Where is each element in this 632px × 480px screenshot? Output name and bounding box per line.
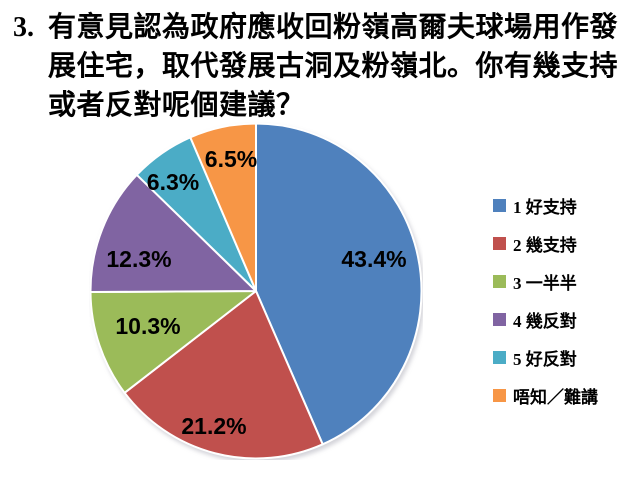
legend-swatch-icon (493, 350, 506, 364)
question-text: 有意見認為政府應收回粉嶺高爾夫球場用作發展住宅，取代發展古洞及粉嶺北。你有幾支持… (48, 12, 619, 121)
slice-label-1: 43.4% (341, 246, 406, 272)
legend-item-2: 2 幾支持 (493, 234, 598, 255)
question-number: 3. (13, 12, 34, 43)
slice-label-4: 12.3% (106, 246, 171, 272)
legend-label: 3 一半半 (513, 273, 577, 293)
legend-label: 5 好反對 (513, 349, 577, 369)
question-title: 3. 有意見認為政府應收回粉嶺高爾夫球場用作發展住宅，取代發展古洞及粉嶺北。你有… (13, 8, 619, 125)
pie-slice-3 (89, 290, 257, 394)
legend-swatch-icon (493, 236, 506, 250)
legend-swatch-icon (493, 274, 506, 288)
chart-legend: 1 好支持 2 幾支持 3 一半半 4 幾反對 5 好反對唔知／難講 (493, 196, 598, 424)
legend-label: 1 好支持 (513, 197, 577, 217)
slice-label-6: 6.5% (205, 146, 257, 172)
pie-slices (89, 122, 423, 460)
pie-chart: 43.4% 21.2% 10.3% 12.3% 6.3% 6.5% (89, 122, 423, 460)
legend-swatch-icon (493, 312, 506, 326)
pie-slice-6 (189, 122, 257, 292)
legend-item-1: 1 好支持 (493, 196, 598, 217)
slice-label-5: 6.3% (147, 169, 199, 195)
legend-label: 4 幾反對 (513, 311, 577, 331)
legend-swatch-icon (493, 388, 506, 402)
legend-label: 唔知／難講 (513, 387, 598, 407)
pie-slice-2 (123, 290, 324, 460)
pie-slice-4 (89, 173, 257, 294)
slice-label-3: 10.3% (115, 313, 180, 339)
legend-item-6: 唔知／難講 (493, 386, 598, 407)
legend-item-3: 3 一半半 (493, 272, 598, 293)
slice-label-2: 21.2% (181, 413, 246, 439)
pie-chart-svg: 43.4% 21.2% 10.3% 12.3% 6.3%6.5% (89, 122, 423, 460)
legend-label: 2 幾支持 (513, 235, 577, 255)
legend-swatch-icon (493, 198, 506, 212)
legend-item-4: 4 幾反對 (493, 310, 598, 331)
pie-slice-1 (255, 122, 423, 446)
legend-item-5: 5 好反對 (493, 348, 598, 369)
